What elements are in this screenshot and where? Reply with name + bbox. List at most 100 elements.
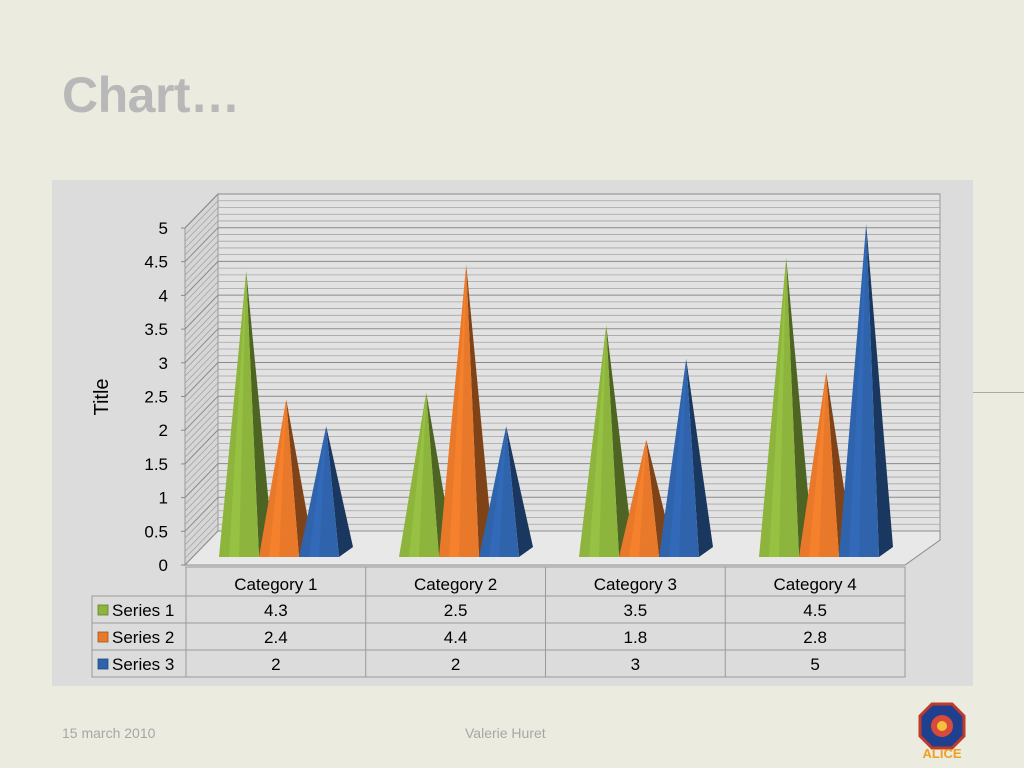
- footer-date: 15 march 2010: [62, 725, 156, 741]
- pyramid-side-face: [466, 264, 493, 557]
- gridline: [184, 301, 219, 337]
- gridline: [184, 470, 219, 505]
- pyramid-highlight: [269, 399, 287, 557]
- table-cell-value: 4.3: [264, 601, 288, 620]
- gridline: [184, 416, 219, 451]
- gridline: [184, 213, 219, 249]
- category-label: Category 4: [774, 575, 857, 594]
- gridline: [184, 395, 219, 431]
- svg-text:ALICE: ALICE: [923, 746, 962, 760]
- y-tick-label: 2.5: [144, 388, 168, 407]
- gridline: [184, 321, 219, 357]
- table-cell-value: 2: [271, 655, 280, 674]
- gridline: [184, 193, 219, 229]
- gridline: [184, 308, 219, 343]
- y-tick-label: 3.5: [144, 320, 168, 339]
- pyramid-highlight: [409, 392, 427, 557]
- gridline: [184, 220, 219, 256]
- table-body: [91, 595, 906, 678]
- pyramid-side-face: [506, 426, 533, 557]
- pyramid-side-face: [606, 325, 633, 557]
- pyramid-side-face: [286, 399, 313, 557]
- y-tick-label: 3: [159, 354, 168, 373]
- gridline: [184, 267, 219, 303]
- decorative-line: [973, 392, 1024, 393]
- gridline: [184, 294, 219, 330]
- category-label: Category 3: [594, 575, 677, 594]
- gridline: [184, 254, 219, 289]
- gridline: [184, 315, 219, 350]
- gridline: [184, 409, 219, 444]
- gridline: [184, 240, 219, 276]
- pyramid-highlight: [769, 257, 787, 557]
- legend-series-label: Series 2: [112, 628, 174, 647]
- gridline: [184, 281, 219, 316]
- gridline: [184, 456, 219, 492]
- slide-title: Chart…: [62, 67, 240, 123]
- gridline: [184, 523, 219, 559]
- table-cell-value: 3.5: [624, 601, 648, 620]
- y-tick-label: 1.5: [144, 455, 168, 474]
- chart-floor-top: [183, 530, 941, 566]
- table-cell-value: 1.8: [624, 628, 648, 647]
- y-axis-label: Title: [91, 378, 113, 415]
- pyramid-highlight: [589, 325, 607, 557]
- pyramid-highlight: [629, 439, 647, 557]
- table-cell-value: 2.8: [803, 628, 827, 647]
- legend-series-label: Series 1: [112, 601, 174, 620]
- gridline: [184, 328, 219, 364]
- gridline: [184, 274, 219, 310]
- legend-swatch: [97, 631, 109, 643]
- pyramid-side-face: [866, 224, 893, 557]
- gridline: [184, 490, 219, 525]
- gridline: [184, 227, 219, 263]
- legend-swatch: [97, 604, 109, 616]
- gridline: [184, 429, 219, 465]
- gridline: [184, 436, 219, 471]
- y-tick-label: 4.5: [144, 253, 168, 272]
- alice-logo: ALICE: [918, 702, 966, 760]
- pyramid-highlight: [309, 426, 327, 557]
- category-label: Category 1: [234, 575, 317, 594]
- pyramid-side-face: [246, 271, 273, 557]
- gridline: [184, 449, 219, 485]
- gridline: [184, 288, 219, 323]
- table-cell-value: 2.4: [264, 628, 288, 647]
- footer-author: Valerie Huret: [465, 725, 546, 741]
- gridline: [184, 207, 219, 242]
- gridline: [184, 503, 219, 539]
- gridline: [184, 443, 219, 478]
- gridline: [184, 342, 219, 377]
- y-tick-label: 0.5: [144, 522, 168, 541]
- pyramid-highlight: [229, 271, 247, 557]
- gridline: [184, 510, 219, 546]
- gridline: [184, 517, 219, 552]
- table-cell-value: 5: [810, 655, 819, 674]
- y-tick-label: 4: [159, 286, 168, 305]
- gridline: [184, 483, 219, 519]
- gridline: [184, 402, 219, 438]
- pyramid-side-face: [326, 426, 353, 557]
- gridline: [184, 335, 219, 370]
- table-cell-value: 2.5: [444, 601, 468, 620]
- gridline: [184, 200, 219, 236]
- y-tick-label: 5: [159, 219, 168, 238]
- legend-swatch: [97, 658, 109, 670]
- gridline: [184, 382, 219, 417]
- gridline: [184, 375, 219, 411]
- pyramid-side-face: [686, 358, 713, 557]
- pyramid-highlight: [849, 224, 867, 557]
- gridline: [184, 247, 219, 283]
- category-label: Category 2: [414, 575, 497, 594]
- pyramid-highlight: [489, 426, 507, 557]
- legend-series-label: Series 3: [112, 655, 174, 674]
- y-tick-label: 0: [159, 556, 168, 575]
- gridline: [184, 496, 219, 532]
- gridline: [184, 261, 219, 296]
- gridline: [184, 389, 219, 424]
- table-cell-value: 3: [631, 655, 640, 674]
- pyramid-side-face: [786, 257, 813, 557]
- gridline: [184, 355, 219, 391]
- gridline: [184, 362, 219, 397]
